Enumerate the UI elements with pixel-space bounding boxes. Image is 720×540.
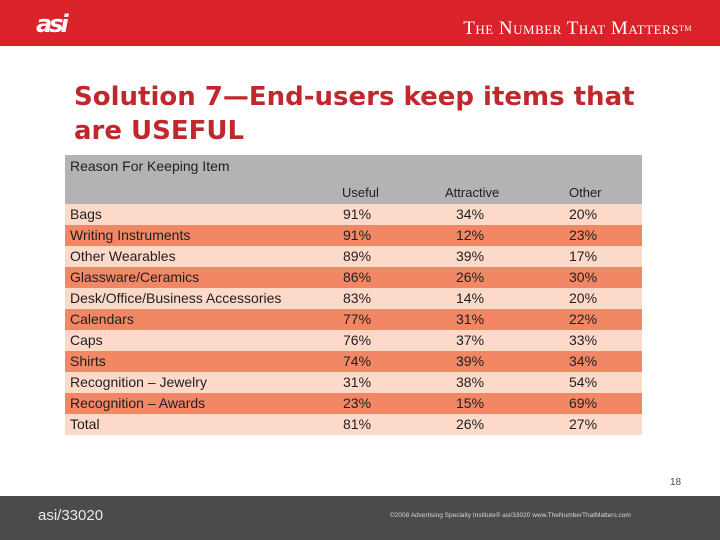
tagline: The Number That MattersTM <box>463 18 692 40</box>
table-row: Writing Instruments 91% 12% 23% <box>65 225 642 246</box>
cell-attractive: 39% <box>456 353 485 369</box>
cell-attractive: 34% <box>456 206 485 222</box>
row-label: Calendars <box>70 311 134 327</box>
cell-useful: 83% <box>343 290 372 306</box>
cell-other: 33% <box>569 332 598 348</box>
table-row: Bags 91% 34% 20% <box>65 204 642 225</box>
trademark-mark: TM <box>679 24 692 33</box>
cell-other: 54% <box>569 374 598 390</box>
cell-other: 27% <box>569 416 598 432</box>
row-label: Total <box>70 416 100 432</box>
cell-attractive: 31% <box>456 311 485 327</box>
cell-useful: 23% <box>343 395 372 411</box>
table-row: Recognition – Awards 23% 15% 69% <box>65 393 642 414</box>
cell-other: 20% <box>569 206 598 222</box>
row-label: Bags <box>70 206 102 222</box>
cell-useful: 89% <box>343 248 372 264</box>
table-row: Other Wearables 89% 39% 17% <box>65 246 642 267</box>
column-header-other: Other <box>569 185 602 200</box>
cell-useful: 31% <box>343 374 372 390</box>
cell-attractive: 39% <box>456 248 485 264</box>
footer-code: asi/33020 <box>38 507 104 524</box>
table-row: Desk/Office/Business Accessories 83% 14% 20… <box>65 288 642 309</box>
cell-other: 69% <box>569 395 598 411</box>
footer-bar: asi/33020 ©2008 Advertising Specialty In… <box>0 496 720 540</box>
cell-attractive: 14% <box>456 290 485 306</box>
cell-other: 30% <box>569 269 598 285</box>
row-label: Caps <box>70 332 103 348</box>
cell-other: 34% <box>569 353 598 369</box>
cell-useful: 77% <box>343 311 372 327</box>
table-body: Bags 91% 34% 20% Writing Instruments 91% 12% 23… <box>65 204 642 435</box>
footer-copyright: ©2008 Advertising Specialty Institute® a… <box>390 512 631 519</box>
cell-attractive: 37% <box>456 332 485 348</box>
table-row: Calendars 77% 31% 22% <box>65 309 642 330</box>
cell-useful: 81% <box>343 416 372 432</box>
table-title: Reason For Keeping Item <box>70 158 230 174</box>
row-label: Other Wearables <box>70 248 176 264</box>
table-row: Recognition – Jewelry 31% 38% 54% <box>65 372 642 393</box>
row-label: Glassware/Ceramics <box>70 269 200 285</box>
slide-title: Solution 7—End-users keep items that are… <box>74 82 635 146</box>
cell-attractive: 12% <box>456 227 485 243</box>
row-label: Desk/Office/Business Accessories <box>70 290 282 306</box>
cell-attractive: 15% <box>456 395 485 411</box>
cell-attractive: 38% <box>456 374 485 390</box>
table-row: Shirts 74% 39% 34% <box>65 351 642 372</box>
column-header-attractive: Attractive <box>445 185 500 200</box>
row-label: Recognition – Jewelry <box>70 374 207 390</box>
row-label: Shirts <box>70 353 106 369</box>
cell-other: 17% <box>569 248 598 264</box>
header-bar: asi The Number That MattersTM <box>0 0 720 46</box>
cell-other: 23% <box>569 227 598 243</box>
cell-other: 20% <box>569 290 598 306</box>
row-label: Writing Instruments <box>70 227 191 243</box>
cell-attractive: 26% <box>456 269 485 285</box>
cell-other: 22% <box>569 311 598 327</box>
cell-useful: 74% <box>343 353 372 369</box>
cell-useful: 91% <box>343 227 372 243</box>
cell-useful: 86% <box>343 269 372 285</box>
cell-useful: 91% <box>343 206 372 222</box>
page-number: 18 <box>670 477 682 488</box>
asi-logo: asi <box>36 10 69 38</box>
table-row: Total 81% 26% 27% <box>65 414 642 435</box>
column-header-useful: Useful <box>342 185 379 200</box>
table-row: Caps 76% 37% 33% <box>65 330 642 351</box>
table-title-row: Reason For Keeping Item <box>65 155 642 177</box>
cell-useful: 76% <box>343 332 372 348</box>
reasons-table: Reason For Keeping Item Useful Attractiv… <box>65 155 642 437</box>
table-row: Glassware/Ceramics 86% 26% 30% <box>65 267 642 288</box>
table-header-row: Useful Attractive Other <box>65 177 642 204</box>
cell-attractive: 26% <box>456 416 485 432</box>
row-label: Recognition – Awards <box>70 395 206 411</box>
tagline-text: The Number That Matters <box>463 18 679 39</box>
